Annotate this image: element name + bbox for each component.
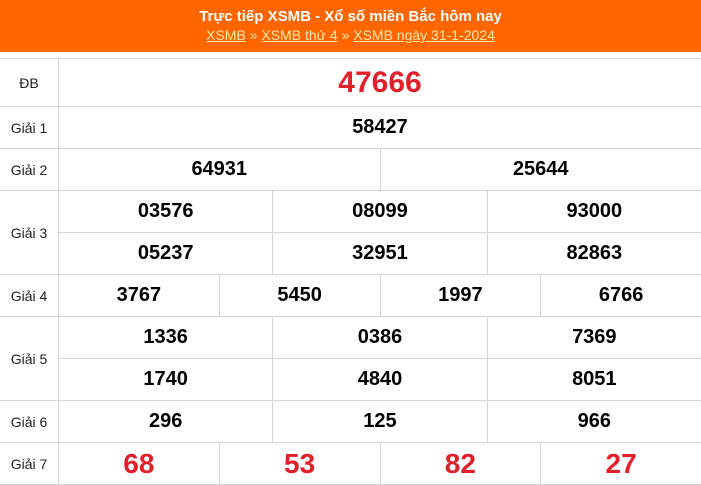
prize-number: 6766 <box>540 275 701 316</box>
prize-row: Giải 4 3767 5450 1997 6766 <box>0 275 701 317</box>
prize-row: Giải 3 03576 08099 93000 05237 32951 82863 <box>0 191 701 275</box>
prize-label: Giải 7 <box>0 443 59 484</box>
prize-label: Giải 4 <box>0 275 59 316</box>
breadcrumb-separator: » <box>341 27 350 43</box>
prize-number: 64931 <box>191 158 248 180</box>
prize-number: 93000 <box>486 191 701 232</box>
breadcrumb-xsmb-date[interactable]: XSMB ngày 31-1-2024 <box>353 27 495 43</box>
prize-row: ĐB 47666 <box>0 59 701 107</box>
prize-row: Giải 6 296 125 966 <box>0 401 701 443</box>
prize-number: 53 <box>218 443 380 484</box>
prize-number: 82 <box>379 443 541 484</box>
prize-label: Giải 2 <box>0 149 59 190</box>
breadcrumb-xsmb[interactable]: XSMB <box>206 27 246 43</box>
prize-row: Giải 7 68 53 82 27 <box>0 443 701 485</box>
prize-number: 0386 <box>272 317 486 358</box>
prize-number: 4840 <box>272 359 486 400</box>
prize-row: Giải 5 1336 0386 7369 1740 4840 8051 <box>0 317 701 401</box>
results-table: ĐB 47666 Giải 1 58427 Giải 2 64931 25644 Giải 3… <box>0 58 701 485</box>
prize-number: 1997 <box>379 275 541 316</box>
prize-number: 03576 <box>137 200 194 222</box>
prize-number: 5450 <box>218 275 380 316</box>
prize-number: 58427 <box>352 116 408 138</box>
breadcrumb: XSMB » XSMB thứ 4 » XSMB ngày 31-1-2024 <box>0 26 701 44</box>
prize-number: 25644 <box>379 149 701 190</box>
prize-number: 47666 <box>338 65 422 99</box>
page-title: Trực tiếp XSMB - Xổ số miền Bắc hôm nay <box>199 8 502 25</box>
page-header: Trực tiếp XSMB - Xổ số miền Bắc hôm nay … <box>0 0 701 52</box>
prize-number: 68 <box>123 447 155 479</box>
prize-label: Giải 6 <box>0 401 59 442</box>
prize-number: 27 <box>540 443 701 484</box>
prize-label: Giải 5 <box>0 317 59 400</box>
prize-row: Giải 1 58427 <box>0 107 701 149</box>
prize-number: 82863 <box>486 233 701 274</box>
prize-number: 7369 <box>486 317 701 358</box>
prize-number: 1740 <box>143 368 188 390</box>
prize-number: 296 <box>148 410 183 432</box>
prize-number: 1336 <box>143 326 188 348</box>
prize-number: 3767 <box>116 284 162 306</box>
prize-label: ĐB <box>0 59 59 106</box>
breadcrumb-separator: » <box>249 27 258 43</box>
prize-number: 966 <box>486 401 701 442</box>
prize-number: 05237 <box>137 242 194 264</box>
prize-label: Giải 1 <box>0 107 59 148</box>
prize-number: 08099 <box>272 191 486 232</box>
breadcrumb-xsmb-thu-4[interactable]: XSMB thứ 4 <box>261 27 338 43</box>
prize-number: 8051 <box>486 359 701 400</box>
prize-row: Giải 2 64931 25644 <box>0 149 701 191</box>
prize-label: Giải 3 <box>0 191 59 274</box>
prize-number: 125 <box>272 401 486 442</box>
prize-number: 32951 <box>272 233 486 274</box>
